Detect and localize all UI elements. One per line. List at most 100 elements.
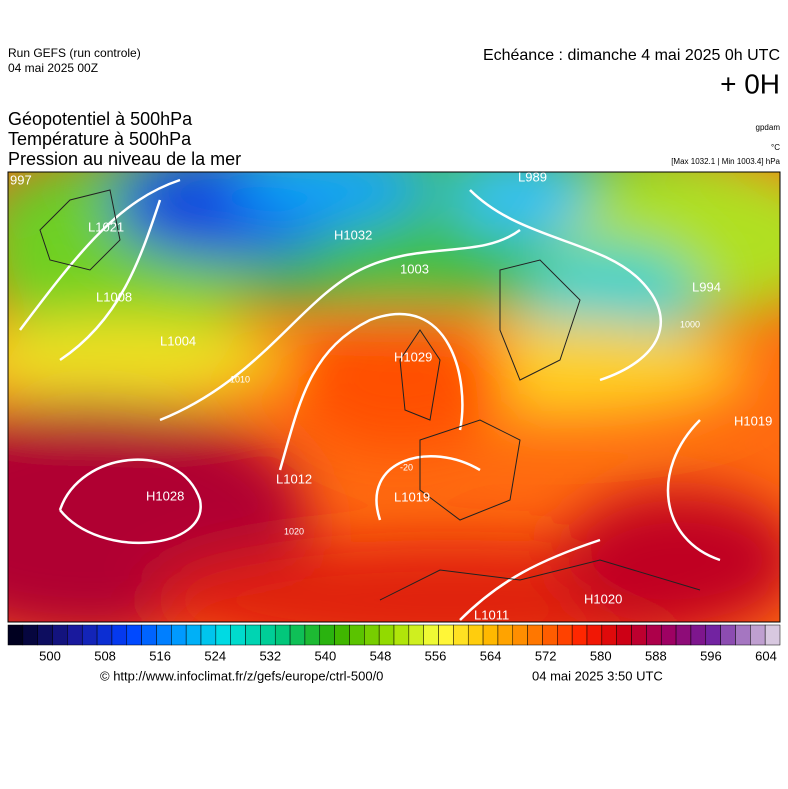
colorbar-label: 596 bbox=[700, 648, 722, 663]
colorbar-swatch bbox=[141, 624, 157, 646]
colorbar-swatch bbox=[601, 624, 617, 646]
colorbar-label: 540 bbox=[315, 648, 337, 663]
colorbar-swatch bbox=[586, 624, 603, 646]
colorbar-swatch bbox=[364, 624, 380, 646]
colorbar-label: 532 bbox=[259, 648, 281, 663]
colorbar-swatch bbox=[185, 624, 202, 646]
pressure-label: L1008 bbox=[96, 289, 132, 304]
pressure-label: H1020 bbox=[584, 591, 622, 606]
colorbar-swatch bbox=[393, 624, 410, 646]
colorbar-swatch bbox=[126, 624, 142, 646]
colorbar-swatch bbox=[22, 624, 38, 646]
colorbar-swatch bbox=[616, 624, 632, 646]
map-frame bbox=[7, 171, 781, 623]
colorbar-swatch bbox=[81, 624, 98, 646]
lead-time: + 0H bbox=[720, 68, 780, 99]
colorbar-swatch bbox=[438, 624, 454, 646]
colorbar-swatch bbox=[527, 624, 543, 646]
colorbar-swatch bbox=[453, 624, 469, 646]
colorbar-label: 580 bbox=[590, 648, 612, 663]
pressure-label: -20 bbox=[400, 462, 413, 472]
colorbar-swatch bbox=[230, 624, 246, 646]
run-date: 04 mai 2025 00Z bbox=[8, 61, 98, 75]
pressure-label: H1019 bbox=[734, 413, 772, 428]
timestamp: 04 mai 2025 3:50 UTC bbox=[532, 668, 663, 683]
colorbar-swatch bbox=[67, 624, 83, 646]
pressure-label: L1012 bbox=[276, 471, 312, 486]
forecast-time: Echéance : dimanche 4 mai 2025 0h UTC bbox=[483, 47, 780, 64]
colorbar-swatch bbox=[111, 624, 128, 646]
colorbar-label: 564 bbox=[480, 648, 502, 663]
pressure-label: 1010 bbox=[230, 374, 250, 384]
colorbar-swatch bbox=[245, 624, 261, 646]
pressure-label: 1003 bbox=[400, 261, 429, 276]
colorbar-swatch bbox=[319, 624, 335, 646]
source: © http://www.infoclimat.fr/z/gefs/europe… bbox=[100, 668, 383, 683]
pressure-label: H1029 bbox=[394, 349, 432, 364]
colorbar-swatch bbox=[720, 624, 736, 646]
colorbar-swatch bbox=[215, 624, 231, 646]
colorbar-swatch bbox=[764, 624, 781, 646]
colorbar-swatch bbox=[378, 624, 395, 646]
field-name: Température à 500hPa bbox=[8, 129, 192, 149]
colorbar-swatch bbox=[304, 624, 321, 646]
colorbar-swatch bbox=[156, 624, 172, 646]
map bbox=[8, 172, 780, 622]
colorbar-swatch bbox=[467, 624, 484, 646]
run-name: Run GEFS (run controle) bbox=[8, 46, 141, 60]
unit: °C bbox=[771, 143, 780, 152]
pressure-label: L989 bbox=[518, 169, 547, 184]
pressure-label: 1000 bbox=[680, 319, 700, 329]
pressure-label: 1020 bbox=[284, 526, 304, 536]
pressure-label: L1011 bbox=[474, 607, 509, 622]
pressure-label: L1019 bbox=[394, 489, 430, 504]
field-name: Géopotentiel à 500hPa bbox=[8, 109, 193, 129]
colorbar-swatch bbox=[571, 624, 588, 646]
colorbar-swatch bbox=[52, 624, 68, 646]
colorbar-label: 516 bbox=[149, 648, 171, 663]
pressure-label: L994 bbox=[692, 279, 721, 294]
colorbar-swatch bbox=[631, 624, 647, 646]
colorbar-swatch bbox=[660, 624, 677, 646]
pressure-label: L1004 bbox=[160, 333, 196, 348]
colorbar-swatch bbox=[200, 624, 217, 646]
colorbar-label: 508 bbox=[94, 648, 116, 663]
colorbar-label: 524 bbox=[204, 648, 226, 663]
colorbar-swatch bbox=[675, 624, 692, 646]
pressure-label: 997 bbox=[10, 172, 32, 187]
colorbar-swatch bbox=[512, 624, 528, 646]
colorbar-label: 604 bbox=[755, 648, 777, 663]
pressure-label: L1021 bbox=[88, 219, 124, 234]
pressure-label: H1028 bbox=[146, 488, 184, 503]
colorbar-swatch bbox=[557, 624, 573, 646]
colorbar-swatch bbox=[274, 624, 291, 646]
colorbar-swatch bbox=[482, 624, 499, 646]
colorbar-swatch bbox=[542, 624, 558, 646]
colorbar-swatch bbox=[735, 624, 751, 646]
colorbar-swatch bbox=[408, 624, 424, 646]
colorbar-label: 556 bbox=[425, 648, 447, 663]
colorbar-swatch bbox=[750, 624, 766, 646]
unit: [Max 1032.1 | Min 1003.4] hPa bbox=[671, 157, 780, 166]
colorbar-swatch bbox=[423, 624, 439, 646]
colorbar-label: 500 bbox=[39, 648, 61, 663]
colorbar-swatch bbox=[96, 624, 113, 646]
unit: gpdam bbox=[756, 123, 781, 132]
colorbar-label: 572 bbox=[535, 648, 557, 663]
colorbar-swatch bbox=[646, 624, 662, 646]
field-name: Pression au niveau de la mer bbox=[8, 149, 241, 169]
colorbar-swatch bbox=[334, 624, 350, 646]
colorbar-swatch bbox=[690, 624, 707, 646]
colorbar-swatch bbox=[705, 624, 721, 646]
colorbar-label: 548 bbox=[370, 648, 392, 663]
colorbar-swatch bbox=[497, 624, 514, 646]
colorbar-swatch bbox=[260, 624, 276, 646]
colorbar-swatch bbox=[289, 624, 306, 646]
colorbar-swatch bbox=[37, 624, 53, 646]
colorbar-swatch bbox=[349, 624, 365, 646]
colorbar-swatch bbox=[171, 624, 187, 646]
colorbar-label: 588 bbox=[645, 648, 667, 663]
colorbar-swatch bbox=[7, 624, 24, 646]
